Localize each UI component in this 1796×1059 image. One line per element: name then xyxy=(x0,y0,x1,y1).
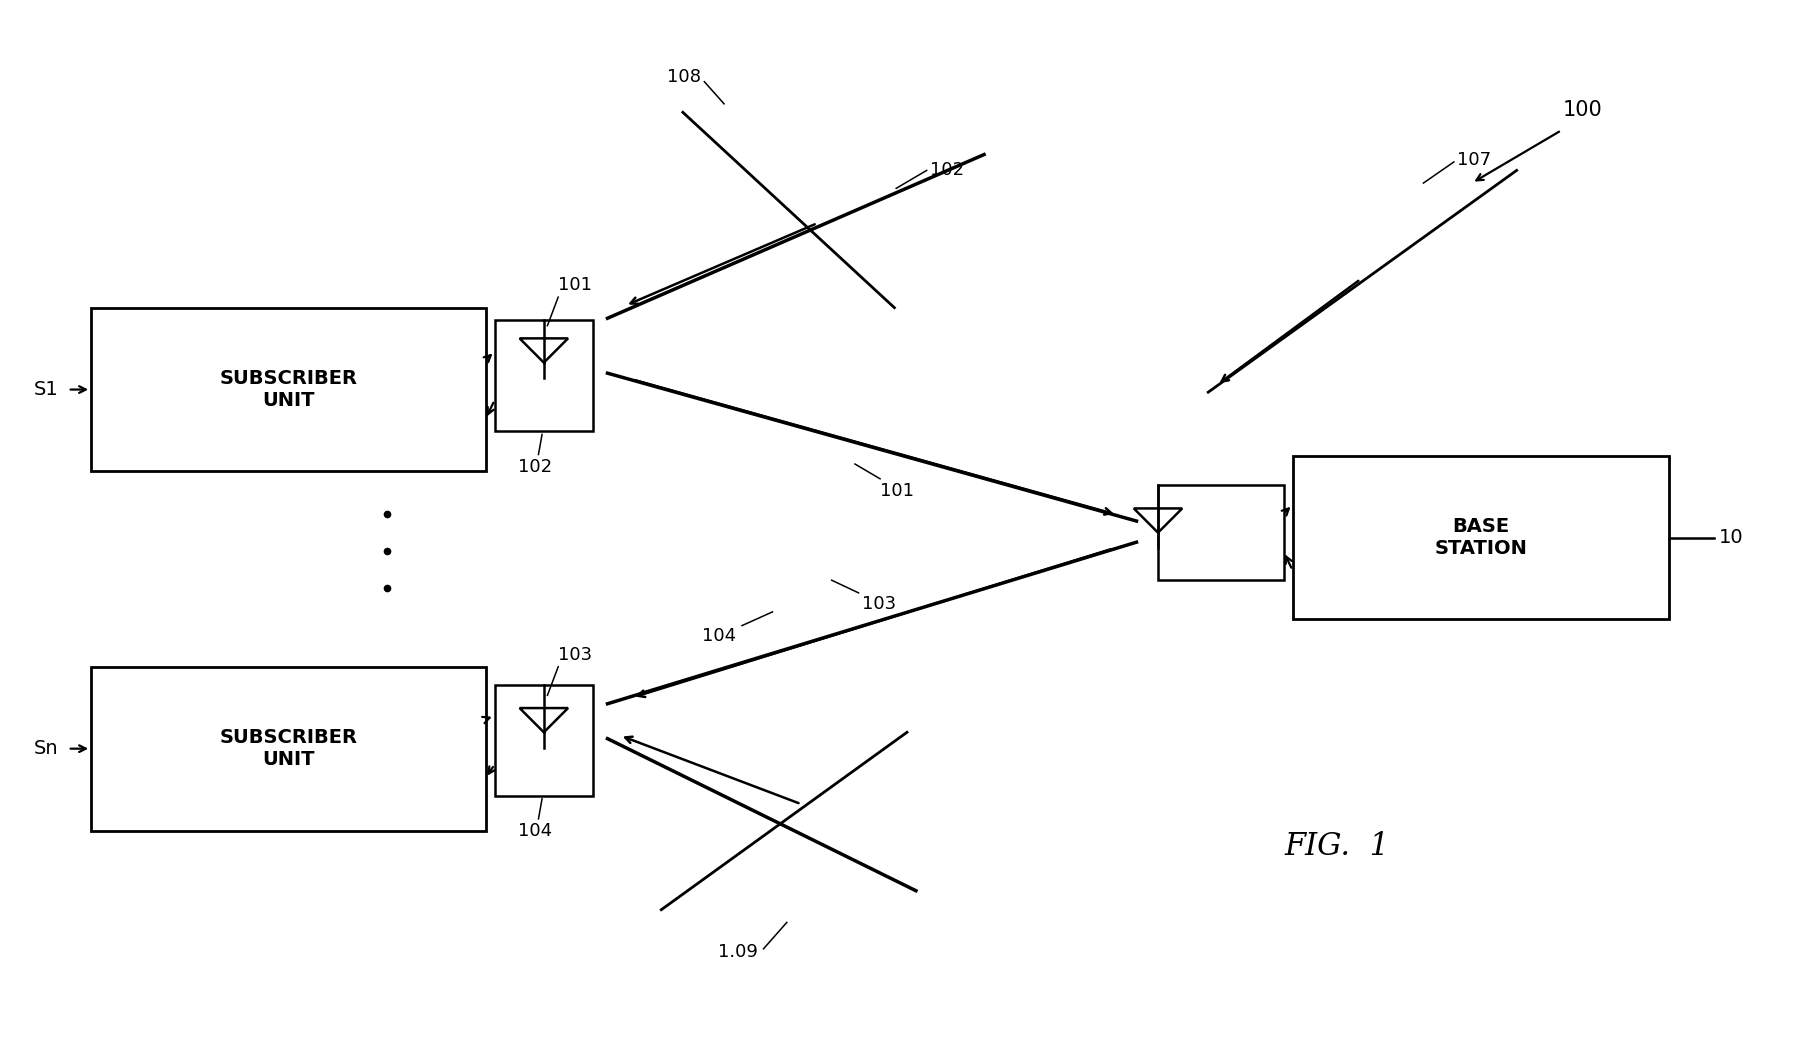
FancyBboxPatch shape xyxy=(1293,455,1668,620)
Text: 107: 107 xyxy=(1458,150,1492,168)
FancyBboxPatch shape xyxy=(92,308,485,471)
Text: 101: 101 xyxy=(880,482,914,500)
Text: 104: 104 xyxy=(517,822,551,840)
FancyBboxPatch shape xyxy=(494,685,593,795)
Text: 104: 104 xyxy=(702,627,736,645)
Text: 102: 102 xyxy=(930,161,964,179)
Text: 1.09: 1.09 xyxy=(718,943,758,961)
Text: 103: 103 xyxy=(559,646,593,664)
Text: FIG.  1: FIG. 1 xyxy=(1284,831,1390,862)
Text: Sn: Sn xyxy=(34,739,59,758)
Text: BASE
STATION: BASE STATION xyxy=(1435,517,1527,558)
Text: 10: 10 xyxy=(1719,528,1744,548)
Text: 102: 102 xyxy=(517,457,551,475)
FancyBboxPatch shape xyxy=(494,321,593,431)
Text: 108: 108 xyxy=(666,69,700,87)
Text: 101: 101 xyxy=(559,276,593,294)
FancyBboxPatch shape xyxy=(92,667,485,830)
Text: 103: 103 xyxy=(862,595,896,613)
Text: SUBSCRIBER
UNIT: SUBSCRIBER UNIT xyxy=(219,729,357,769)
FancyBboxPatch shape xyxy=(1158,485,1284,580)
Text: S1: S1 xyxy=(34,380,59,399)
Text: SUBSCRIBER
UNIT: SUBSCRIBER UNIT xyxy=(219,369,357,410)
Text: 100: 100 xyxy=(1563,101,1602,120)
